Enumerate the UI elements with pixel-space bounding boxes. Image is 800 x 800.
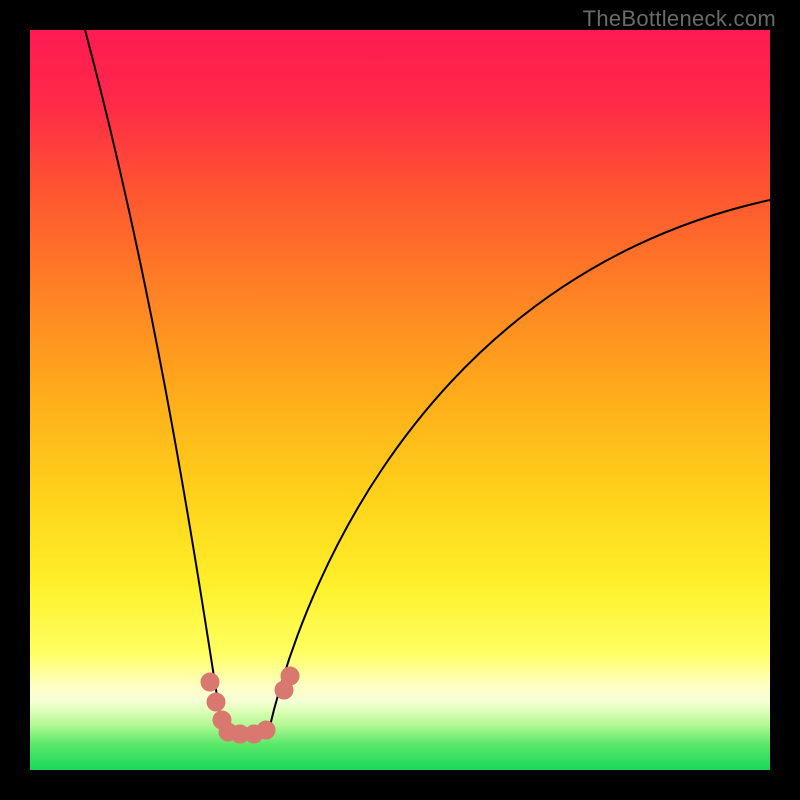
plot-area: [30, 30, 770, 770]
bottleneck-curve: [85, 30, 770, 734]
valley-markers: [201, 667, 299, 743]
curve-layer: [30, 30, 770, 770]
valley-marker: [281, 667, 299, 685]
valley-marker: [201, 673, 219, 691]
chart-frame: TheBottleneck.com: [0, 0, 800, 800]
valley-marker: [207, 693, 225, 711]
watermark-text: TheBottleneck.com: [583, 6, 776, 32]
valley-marker: [257, 721, 275, 739]
